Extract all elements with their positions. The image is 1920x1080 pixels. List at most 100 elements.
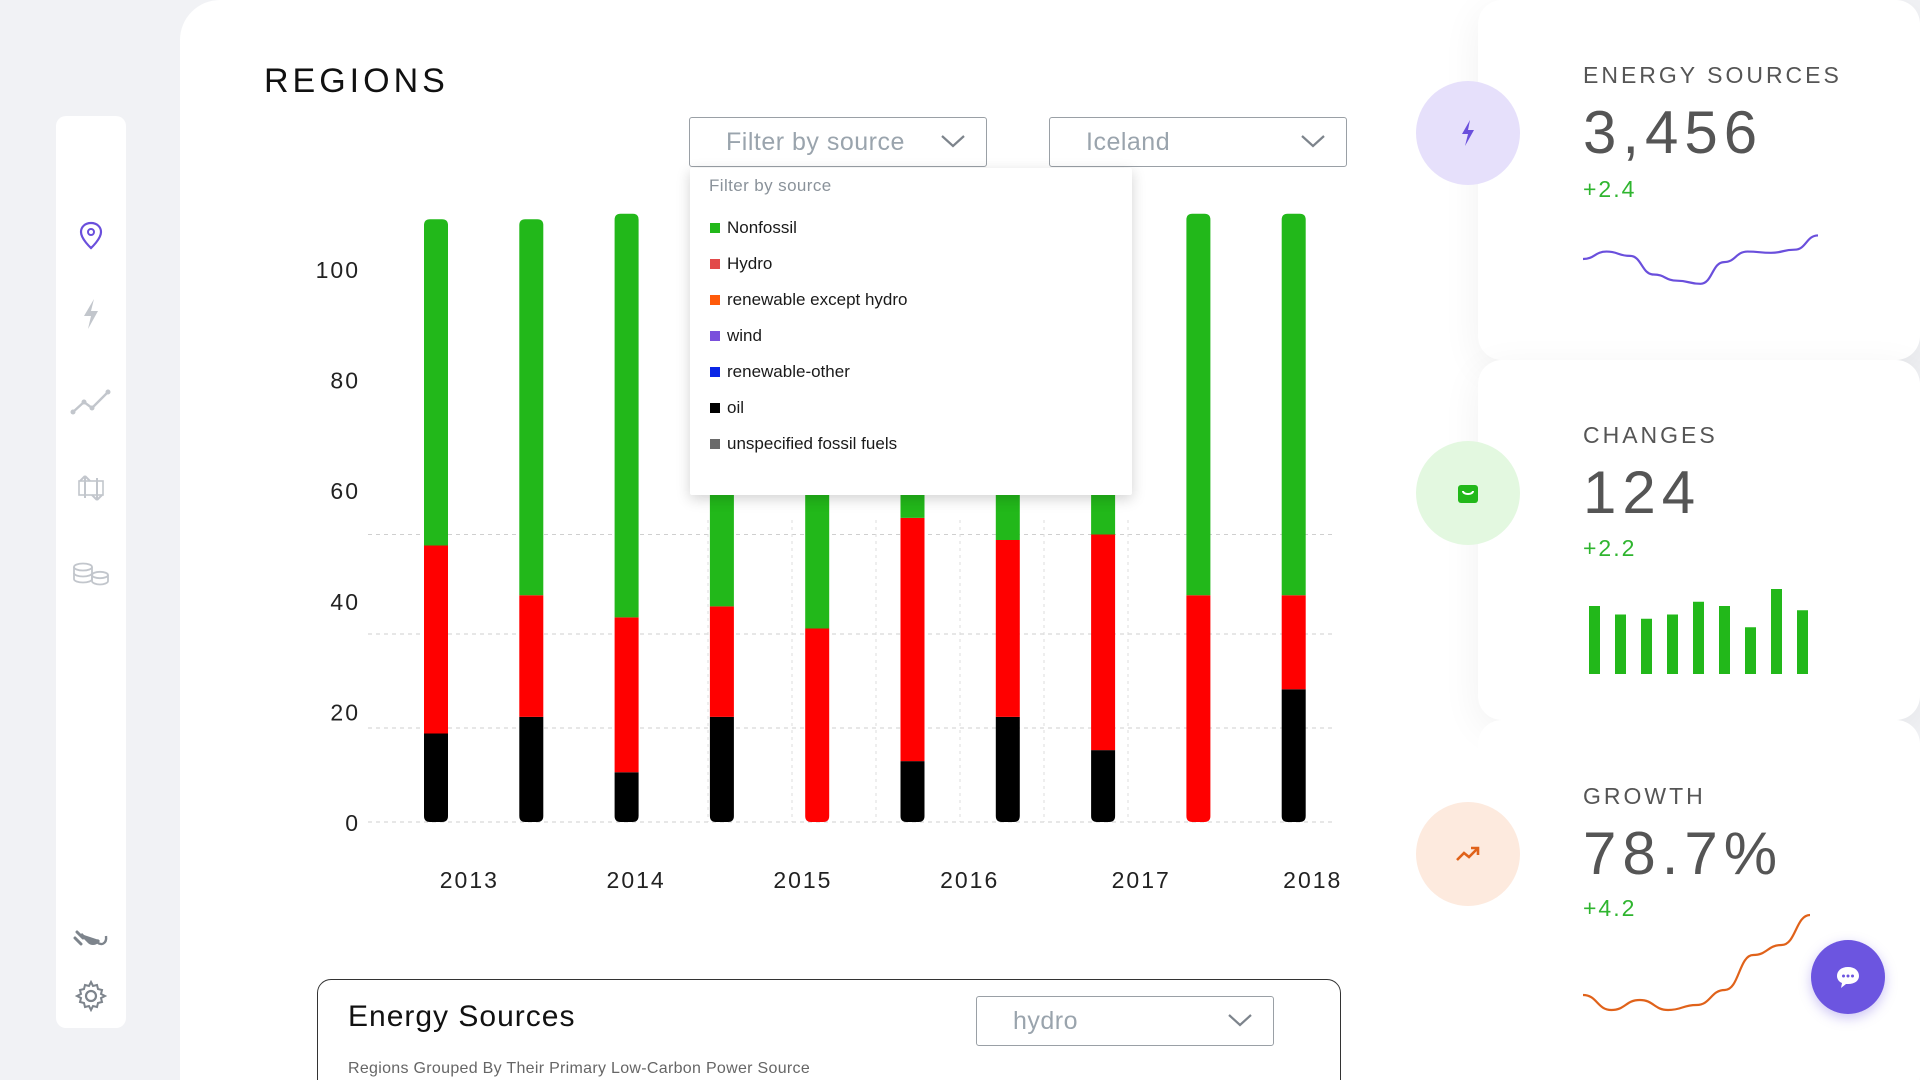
sidebar-item-energy[interactable] bbox=[56, 290, 126, 338]
dropdown-option[interactable]: unspecified fossil fuels bbox=[710, 432, 897, 456]
bar-segment-nonfossil bbox=[1186, 213, 1211, 596]
chevron-down-icon bbox=[1228, 1014, 1252, 1027]
sidebar-item-settings[interactable] bbox=[56, 972, 126, 1020]
dropdown-option[interactable]: Nonfossil bbox=[710, 216, 797, 240]
stat-value: 124 bbox=[1583, 459, 1702, 526]
dropdown-option[interactable]: renewable-other bbox=[710, 360, 850, 384]
energy-sources-card-title: Energy Sources bbox=[348, 1000, 576, 1033]
bar-segment-nonfossil bbox=[1281, 213, 1306, 596]
energy-type-select[interactable]: hydro bbox=[976, 996, 1274, 1046]
bar-segment-nonfossil bbox=[614, 213, 639, 618]
changes-bar bbox=[1797, 610, 1808, 674]
stat-label: CHANGES bbox=[1583, 422, 1718, 448]
y-tick-label: 100 bbox=[316, 257, 360, 283]
energy-type-select-label: hydro bbox=[1013, 1006, 1079, 1035]
changes-bar bbox=[1693, 601, 1704, 674]
changes-bar bbox=[1641, 618, 1652, 674]
changes-bar bbox=[1745, 627, 1756, 674]
stat-value: 3,456 bbox=[1583, 99, 1764, 166]
changes-bar bbox=[1589, 606, 1600, 674]
stat-card-growth bbox=[1478, 720, 1920, 1080]
coins-icon bbox=[73, 562, 109, 586]
bar-segment-oil bbox=[1281, 689, 1306, 822]
y-tick-label: 40 bbox=[330, 589, 360, 615]
x-tick-label: 2013 bbox=[440, 867, 499, 893]
bar-segment-hydro bbox=[1281, 595, 1306, 690]
bar-segment-nonfossil bbox=[424, 219, 448, 546]
bar-segment-oil bbox=[519, 716, 544, 822]
stat-change: +2.2 bbox=[1583, 535, 1637, 561]
changes-bar bbox=[1719, 606, 1730, 674]
dropdown-option-swatch bbox=[710, 223, 720, 233]
x-tick-label: 2018 bbox=[1283, 867, 1342, 893]
dropdown-option[interactable]: wind bbox=[710, 324, 762, 348]
y-tick-label: 80 bbox=[330, 368, 360, 394]
stat-change: +4.2 bbox=[1583, 895, 1637, 921]
dropdown-option-label: Hydro bbox=[727, 254, 773, 273]
stat-value: 78.7% bbox=[1583, 820, 1784, 887]
chevron-down-icon bbox=[941, 135, 965, 148]
sidebar-item-regions[interactable] bbox=[56, 212, 126, 260]
chevron-down-icon bbox=[1301, 135, 1325, 148]
sidebar-item-trends[interactable] bbox=[56, 378, 126, 426]
sidebar-item-plugins[interactable] bbox=[56, 916, 126, 964]
bar-segment-hydro bbox=[519, 595, 544, 717]
sidebar-item-exchange[interactable] bbox=[56, 464, 126, 512]
dropdown-option[interactable]: Hydro bbox=[710, 252, 772, 276]
dropdown-option-label: unspecified fossil fuels bbox=[727, 434, 898, 453]
bolt-icon bbox=[1462, 120, 1474, 146]
bar-segment-hydro bbox=[1091, 534, 1116, 751]
sidebar-item-coins[interactable] bbox=[56, 550, 126, 598]
dropdown-option-swatch bbox=[710, 331, 720, 341]
stat-label: GROWTH bbox=[1583, 783, 1706, 809]
source-filter-dropdown: Filter by source Nonfossil Hydro renewable… bbox=[690, 168, 1132, 495]
x-tick-label: 2015 bbox=[773, 867, 832, 893]
bag-icon bbox=[1458, 485, 1478, 503]
stat-icon-growth bbox=[1416, 802, 1520, 906]
x-tick-label: 2016 bbox=[940, 867, 999, 893]
source-filter-label: Filter by source bbox=[726, 127, 905, 156]
growth-sparkline bbox=[1582, 913, 1811, 1012]
dropdown-option-label: Nonfossil bbox=[727, 218, 797, 237]
bar-segment-oil bbox=[900, 761, 925, 822]
stat-icon-energy-sources bbox=[1416, 81, 1520, 185]
x-tick-label: 2014 bbox=[607, 867, 666, 893]
gear-icon bbox=[75, 980, 107, 1012]
source-filter-select[interactable]: Filter by source bbox=[689, 117, 987, 167]
bar-segment-nonfossil bbox=[519, 219, 544, 596]
energy-sources-sparkline bbox=[1582, 234, 1819, 285]
map-pin-icon bbox=[79, 221, 103, 250]
bar-segment-hydro bbox=[709, 606, 734, 717]
bar-segment-oil bbox=[424, 733, 448, 822]
plug-icon bbox=[73, 930, 108, 946]
y-tick-label: 0 bbox=[345, 810, 360, 836]
dropdown-option-swatch bbox=[710, 259, 720, 269]
bar-segment-hydro bbox=[614, 617, 639, 773]
bolt-icon bbox=[84, 299, 98, 329]
dropdown-option-swatch bbox=[710, 367, 720, 377]
dropdown-option-label: renewable-other bbox=[727, 362, 850, 381]
chat-button[interactable] bbox=[1811, 940, 1885, 1014]
sidebar bbox=[56, 116, 126, 1028]
dropdown-option[interactable]: renewable except hydro bbox=[710, 288, 908, 312]
page-title: REGIONS bbox=[264, 62, 449, 100]
y-tick-label: 20 bbox=[330, 699, 360, 725]
bar-segment-hydro bbox=[1186, 595, 1211, 822]
dropdown-option-swatch bbox=[710, 403, 720, 413]
region-select[interactable]: Iceland bbox=[1049, 117, 1347, 167]
region-select-label: Iceland bbox=[1086, 127, 1171, 156]
line-chart-icon bbox=[70, 389, 111, 415]
chat-bubble-icon bbox=[1837, 967, 1859, 988]
energy-sources-card-subtitle: Regions Grouped By Their Primary Low-Car… bbox=[348, 1060, 811, 1077]
y-tick-label: 60 bbox=[330, 478, 360, 504]
bar-segment-hydro bbox=[900, 517, 925, 762]
dropdown-option-swatch bbox=[710, 439, 720, 449]
dropdown-option-label: renewable except hydro bbox=[727, 290, 908, 309]
bar-segment-oil bbox=[614, 772, 639, 822]
dropdown-option[interactable]: oil bbox=[710, 396, 744, 420]
bar-segment-oil bbox=[995, 716, 1020, 822]
bar-segment-hydro bbox=[995, 539, 1020, 717]
bar-segment-hydro bbox=[805, 628, 830, 822]
